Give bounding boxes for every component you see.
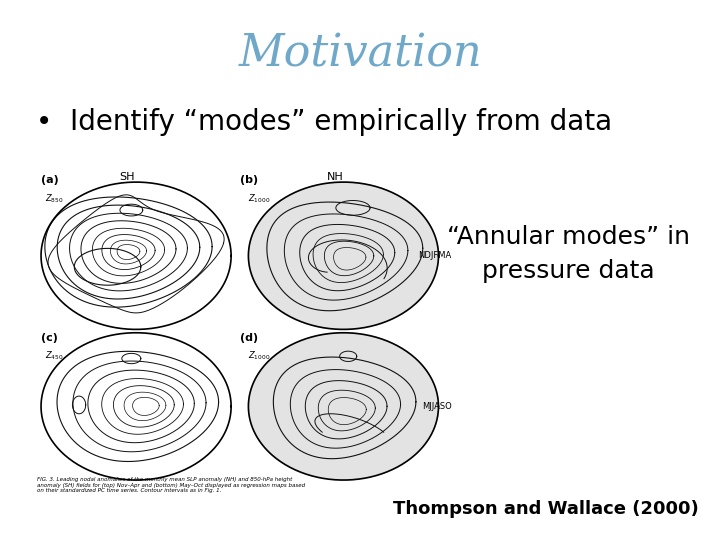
Text: (b): (b) <box>240 176 258 185</box>
Text: (d): (d) <box>240 333 258 343</box>
Text: $Z_{1000}$: $Z_{1000}$ <box>248 192 271 205</box>
Text: $Z_{850}$: $Z_{850}$ <box>45 192 64 205</box>
Text: NH: NH <box>326 172 343 182</box>
Text: (c): (c) <box>41 333 58 343</box>
Text: •  Identify “modes” empirically from data: • Identify “modes” empirically from data <box>36 108 612 136</box>
Text: $Z_{1000}$: $Z_{1000}$ <box>248 349 271 362</box>
Text: MJJASO: MJJASO <box>422 402 451 411</box>
Text: SH: SH <box>120 172 135 182</box>
Text: “Annular modes” in
pressure data: “Annular modes” in pressure data <box>447 225 690 282</box>
Polygon shape <box>248 333 438 480</box>
Text: (a): (a) <box>41 176 59 185</box>
Polygon shape <box>248 182 438 329</box>
Text: FIG. 3. Leading nodal anomalies of the monthly mean SLP anomaly (NH) and 850-hPa: FIG. 3. Leading nodal anomalies of the m… <box>37 477 305 494</box>
Text: NDJFMA: NDJFMA <box>418 251 451 260</box>
Text: $Z_{450}$: $Z_{450}$ <box>45 349 64 362</box>
Text: Thompson and Wallace (2000): Thompson and Wallace (2000) <box>392 501 698 518</box>
Text: Motivation: Motivation <box>238 32 482 76</box>
